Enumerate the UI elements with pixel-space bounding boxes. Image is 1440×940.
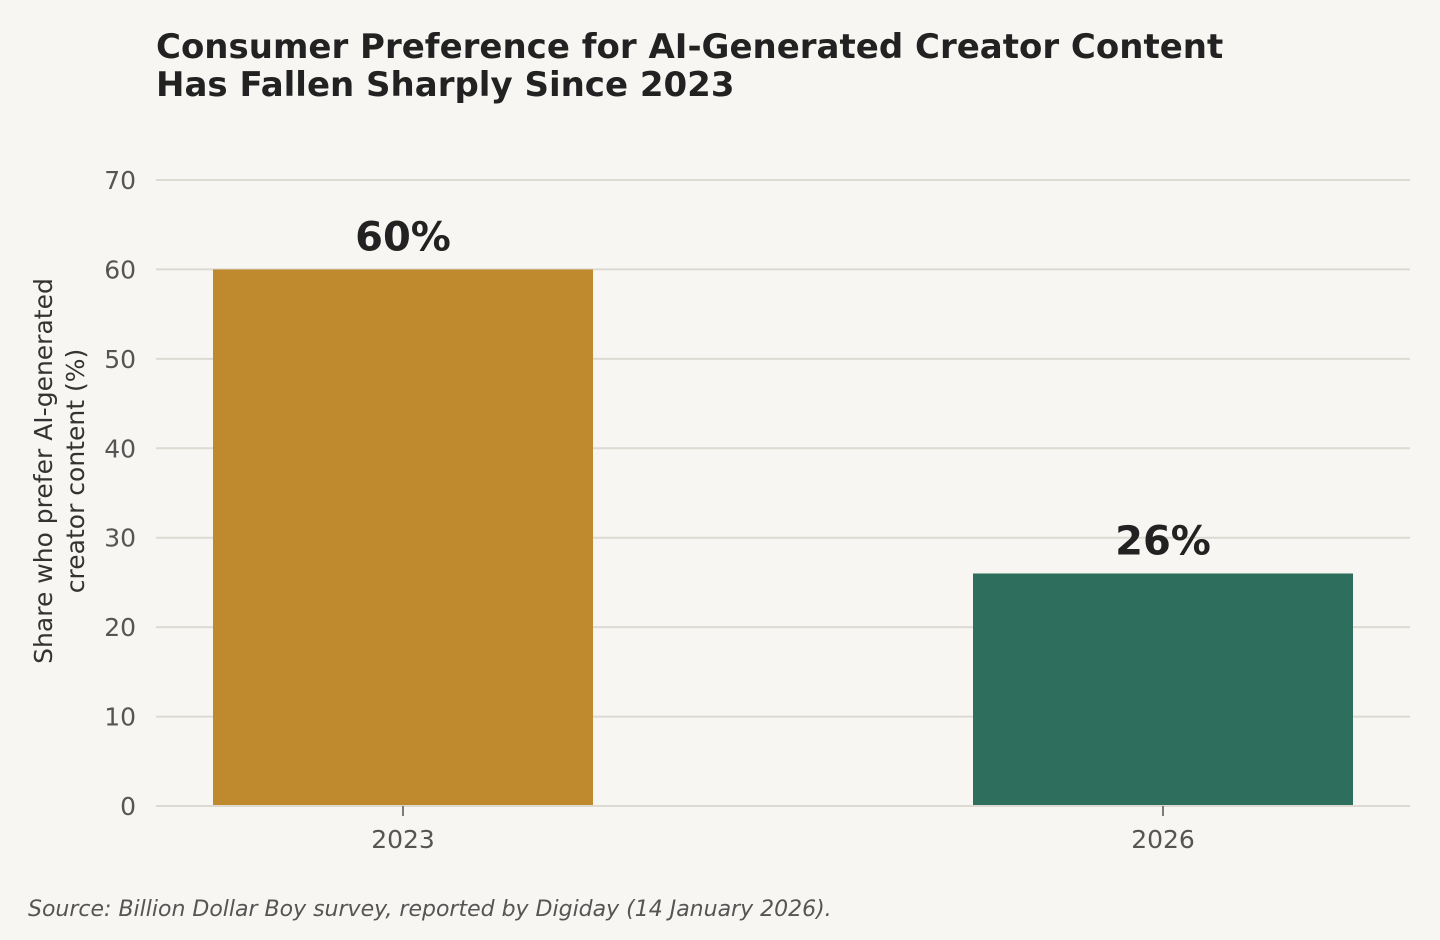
data-label-2026: 26% xyxy=(1115,518,1211,564)
x-tick-label: 2026 xyxy=(1131,825,1195,854)
bars xyxy=(156,269,1410,807)
chart-title-line: Has Fallen Sharply Since 2023 xyxy=(156,65,734,105)
y-axis-ticks: 0 10 20 30 40 50 60 70 xyxy=(104,166,136,821)
source-note: Source: Billion Dollar Boy survey, repor… xyxy=(28,897,832,922)
x-tick-label: 2023 xyxy=(371,825,435,854)
chart-title: Consumer Preference for AI-Generated Cre… xyxy=(156,27,1223,105)
y-axis-label: Share who prefer AI-generated creator con… xyxy=(29,278,90,664)
y-tick-label: 70 xyxy=(104,166,136,195)
y-tick-label: 40 xyxy=(104,434,136,463)
chart-title-line: Consumer Preference for AI-Generated Cre… xyxy=(156,27,1223,67)
y-tick-label: 20 xyxy=(104,613,136,642)
y-tick-label: 60 xyxy=(104,255,136,284)
y-axis-label-line: creator content (%) xyxy=(61,349,90,593)
y-axis-label-line: Share who prefer AI-generated xyxy=(29,278,58,664)
y-tick-label: 10 xyxy=(104,703,136,732)
y-tick-label: 0 xyxy=(120,792,136,821)
y-tick-label: 30 xyxy=(104,524,136,553)
data-label-2023: 60% xyxy=(355,214,451,260)
x-axis-ticks: 2023 2026 xyxy=(371,806,1195,854)
y-tick-label: 50 xyxy=(104,345,136,374)
data-labels: 60% 26% xyxy=(355,214,1211,564)
bar-2026 xyxy=(973,573,1353,806)
bar-2023 xyxy=(213,269,593,806)
